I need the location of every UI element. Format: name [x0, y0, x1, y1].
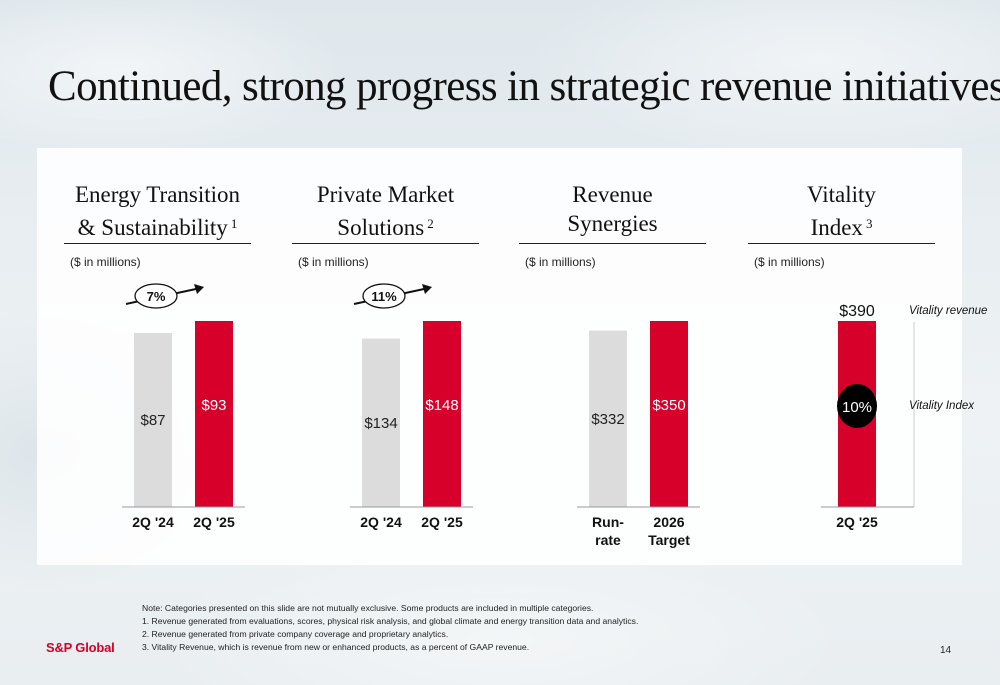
chart-title: Vitality Index 3 — [748, 180, 935, 242]
bar-chart-svg: $332 Run-rate $350 2026 Target — [577, 321, 700, 548]
tick-label: 2Q '25 — [193, 514, 235, 530]
chart-title-line-1: Revenue — [572, 182, 653, 207]
chart-title-line-2: & Sustainability — [77, 215, 228, 240]
bar — [362, 338, 400, 507]
bar — [423, 321, 461, 507]
footnote-line: Note: Categories presented on this slide… — [142, 603, 594, 613]
growth-label: 11% — [371, 289, 397, 304]
footnote-line: 3. Vitality Revenue, which is revenue fr… — [142, 642, 530, 652]
chart-private-market: Private Market Solutions 2 ($ in millions… — [292, 148, 479, 565]
data-label: $93 — [201, 397, 226, 414]
footnote-line: 2. Revenue generated from private compan… — [142, 629, 449, 639]
tick-label: Target — [648, 532, 690, 548]
chart-footnote-marker: 3 — [865, 216, 873, 231]
tick-label: rate — [595, 532, 621, 548]
chart-title: Private Market Solutions 2 — [292, 180, 479, 242]
chart-title: Energy Transition & Sustainability 1 — [64, 180, 251, 242]
chart-title-line-2: Index — [810, 215, 863, 240]
bar-chart-svg: $390 2Q '25 10% Vitality revenue Vitality In… — [821, 303, 987, 530]
bar-chart-svg: $87 2Q '24 $93 2Q '25 7% — [122, 283, 245, 530]
index-value: 10% — [842, 399, 872, 416]
index-badge — [837, 384, 877, 428]
legend-vitality-index: Vitality Index — [909, 400, 975, 412]
legend-vitality-revenue: Vitality revenue — [909, 305, 987, 317]
chart-title-rule — [292, 243, 479, 244]
tick-label: 2Q '25 — [421, 514, 463, 530]
data-label: $134 — [364, 415, 397, 432]
chart-title: Revenue Synergies — [519, 180, 706, 238]
growth-arrow-head — [194, 284, 204, 294]
chart-title-line-2: Solutions — [337, 215, 425, 240]
growth-arrow-head — [422, 284, 432, 294]
footnotes: Note: Categories presented on this slide… — [142, 602, 638, 654]
growth-bubble — [134, 283, 178, 309]
tick-label: Run- — [592, 514, 624, 530]
bar — [195, 321, 233, 507]
data-label: $390 — [839, 303, 875, 320]
chart-title-rule — [64, 243, 251, 244]
bar — [134, 333, 172, 507]
data-label: $332 — [591, 411, 624, 428]
tick-label: 2Q '24 — [360, 514, 402, 530]
chart-units: ($ in millions) — [525, 255, 596, 269]
slide-title: Continued, strong progress in strategic … — [48, 63, 1000, 110]
footnote-line: 1. Revenue generated from evaluations, s… — [142, 616, 639, 626]
chart-revenue-synergies: Revenue Synergies ($ in millions) $332 Ru… — [519, 148, 706, 565]
chart-energy-transition: Energy Transition & Sustainability 1 ($ i… — [64, 148, 251, 565]
bar — [589, 330, 627, 507]
data-label: $87 — [140, 412, 165, 429]
chart-footnote-marker: 1 — [230, 216, 238, 231]
chart-title-line-1: Energy Transition — [74, 182, 241, 207]
tick-label: 2026 — [653, 514, 684, 530]
data-label: $148 — [425, 397, 458, 414]
sp-global-logo: S&P Global — [46, 640, 115, 655]
chart-vitality-index: Vitality Index 3 ($ in millions) $390 2Q '… — [748, 148, 987, 565]
growth-label: 7% — [147, 289, 166, 304]
chart-units: ($ in millions) — [754, 255, 825, 269]
charts-panel: Energy Transition & Sustainability 1 ($ i… — [37, 148, 987, 565]
chart-title-line-2: Synergies — [567, 211, 658, 236]
bar — [650, 321, 688, 507]
chart-title-rule — [748, 243, 935, 244]
chart-title-line-1: Vitality — [807, 182, 876, 207]
chart-units: ($ in millions) — [298, 255, 369, 269]
bar-chart-svg: $134 2Q '24 $148 2Q '25 11% — [350, 283, 473, 530]
tick-label: 2Q '25 — [836, 514, 878, 530]
chart-footnote-marker: 2 — [427, 216, 434, 231]
chart-units: ($ in millions) — [70, 255, 141, 269]
data-label: $350 — [652, 397, 685, 414]
growth-bubble — [362, 283, 406, 309]
tick-label: 2Q '24 — [132, 514, 174, 530]
chart-title-line-1: Private Market — [316, 182, 455, 207]
chart-title-rule — [519, 243, 706, 244]
page-number: 14 — [940, 645, 952, 656]
